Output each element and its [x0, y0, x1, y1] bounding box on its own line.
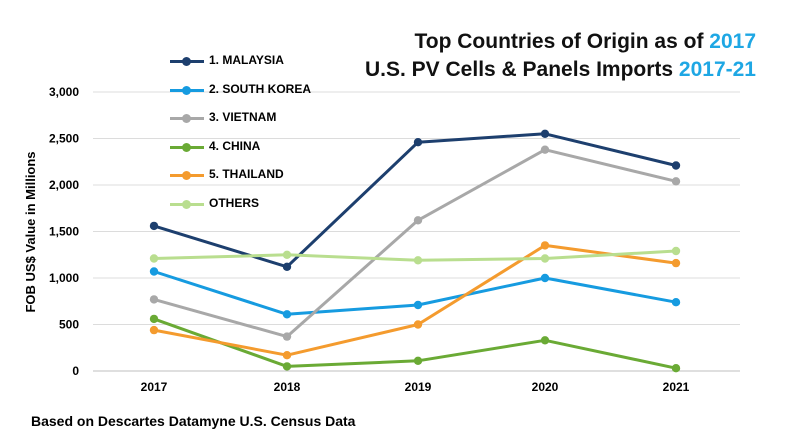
title-accent-year: 2017	[709, 30, 756, 53]
data-point	[413, 138, 423, 147]
legend-label: 4. CHINA	[209, 138, 261, 153]
data-point	[282, 250, 292, 259]
x-tick-label: 2021	[663, 380, 690, 394]
data-point	[671, 258, 681, 268]
y-tick-label: 1,500	[49, 225, 79, 239]
y-tick-label: 1,000	[49, 271, 79, 285]
data-point	[671, 161, 681, 170]
title-line-2: U.S. PV Cells & Panels Imports 2017-21	[364, 58, 756, 81]
series-malaysia	[149, 129, 681, 271]
series-south-korea	[149, 267, 681, 319]
x-tick-label: 2020	[532, 380, 559, 394]
data-point	[540, 273, 550, 283]
x-tick-label: 2017	[141, 380, 168, 394]
data-point	[413, 300, 423, 310]
legend-swatch-dot	[182, 142, 191, 152]
data-point	[413, 320, 423, 329]
legend-label: 1. MALAYSIA	[209, 53, 284, 67]
data-point	[540, 145, 550, 154]
title-accent-range: 2017-21	[678, 58, 756, 81]
legend-swatch-dot	[182, 57, 191, 66]
data-point	[282, 310, 292, 319]
x-tick-label: 2018	[274, 380, 301, 394]
legend-label: 5. THAILAND	[209, 167, 284, 182]
data-point	[149, 295, 159, 304]
legend-swatch-dot	[182, 171, 191, 181]
x-tick-labels: 2017 2018 2019 2020 2021	[141, 380, 690, 394]
data-point	[671, 177, 681, 186]
data-point	[282, 332, 292, 341]
legend-swatch-dot	[182, 85, 191, 95]
data-point	[282, 362, 292, 371]
data-point	[540, 241, 550, 250]
data-point	[671, 298, 681, 307]
title-line-1: Top Countries of Origin as of 2017	[414, 30, 757, 53]
legend-swatch-dot	[182, 114, 191, 124]
y-axis-label: FOB US$ Value in Millions	[23, 151, 38, 312]
data-point	[149, 221, 159, 231]
series-others	[149, 246, 681, 265]
x-tick-label: 2019	[405, 380, 432, 394]
data-point	[540, 336, 550, 345]
legend-label: OTHERS	[209, 195, 260, 210]
chart-title: Top Countries of Origin as of 2017 U.S. …	[365, 28, 756, 84]
y-tick-label: 0	[72, 364, 79, 378]
series-vietnam	[149, 145, 681, 341]
data-point	[671, 246, 681, 256]
grid-lines	[93, 91, 740, 325]
series-china	[149, 314, 681, 373]
legend-label: 2. SOUTH KOREA	[209, 81, 312, 96]
data-point	[149, 325, 159, 335]
data-point	[671, 364, 681, 373]
y-tick-label: 500	[59, 318, 79, 332]
data-point	[282, 351, 292, 360]
source-note: Based on Descartes Datamyne U.S. Census …	[31, 413, 356, 429]
data-point	[149, 314, 159, 324]
y-tick-label: 3,000	[49, 85, 79, 99]
legend-label: 3. VIETNAM	[209, 110, 277, 125]
series-thailand	[149, 241, 681, 360]
data-point	[540, 254, 550, 263]
data-point	[149, 267, 159, 276]
y-tick-label: 2,500	[49, 132, 79, 146]
data-point	[413, 256, 423, 265]
legend-swatch-dot	[182, 199, 191, 209]
series-group	[149, 129, 681, 373]
data-point	[413, 356, 423, 365]
data-point	[413, 216, 423, 225]
data-point	[149, 254, 159, 263]
data-point	[540, 129, 550, 138]
y-tick-label: 2,000	[49, 178, 79, 192]
y-tick-labels: 0 500 1,000 1,500 2,000 2,500 3,000	[49, 85, 79, 378]
data-point	[282, 262, 292, 271]
